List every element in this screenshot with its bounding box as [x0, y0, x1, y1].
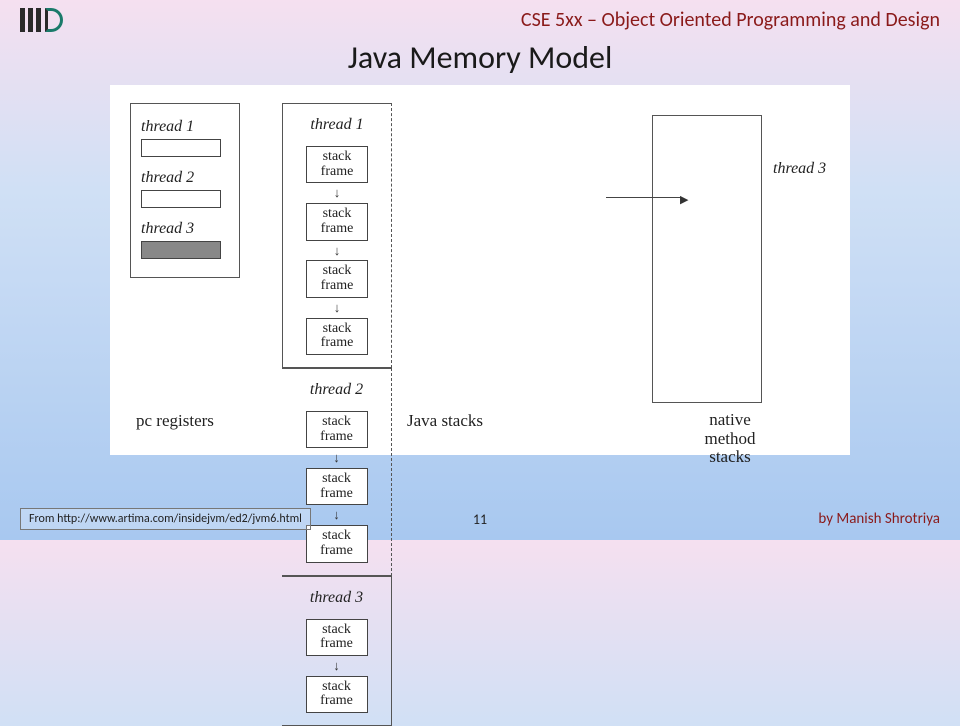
connector-arrow-icon: ▶ [680, 193, 688, 206]
diagram-container: thread 1 thread 2 thread 3 thread 1 stackfr… [110, 85, 850, 455]
connector-line [606, 197, 682, 198]
arrow-down-icon [334, 189, 341, 197]
pc-registers-section: thread 1 thread 2 thread 3 [130, 103, 260, 403]
course-title: CSE 5xx – Object Oriented Programming an… [521, 8, 940, 32]
java-stack-column: thread 1 stackframe stackframe stackframe st… [282, 103, 392, 368]
footer: From http://www.artima.com/insidejvm/ed2… [0, 508, 960, 530]
stack-frame: stackframe [306, 203, 368, 240]
stack-frame: stackframe [306, 525, 368, 562]
stack-column-head: thread 3 [310, 589, 363, 607]
pc-register-box [141, 139, 221, 157]
native-caption: nativemethodstacks [630, 411, 830, 467]
logo-d-icon [45, 8, 63, 32]
pc-register-box [141, 190, 221, 208]
stack-frame: stackframe [306, 318, 368, 355]
native-thread-label: thread 3 [773, 160, 826, 178]
pc-thread-label: thread 2 [141, 169, 194, 187]
logo [20, 8, 63, 32]
native-stack-box: thread 3 [652, 115, 762, 403]
pc-registers-box: thread 1 thread 2 thread 3 [130, 103, 240, 278]
arrow-down-icon [333, 662, 340, 670]
stack-frame: stackframe [306, 146, 368, 183]
arrow-down-icon [334, 247, 341, 255]
header: CSE 5xx – Object Oriented Programming an… [0, 0, 960, 32]
author-credit: by Manish Shrotriya [818, 510, 940, 528]
page-number: 11 [473, 511, 487, 528]
arrow-down-icon [334, 304, 341, 312]
pc-register-item: thread 2 [141, 169, 229, 208]
pc-register-item: thread 1 [141, 118, 229, 157]
memory-diagram: thread 1 thread 2 thread 3 thread 1 stackfr… [130, 103, 830, 403]
stack-frame: stackframe [306, 468, 368, 505]
diagram-captions: pc registers Java stacks nativemethodsta… [130, 411, 830, 467]
stack-column-head: thread 2 [310, 381, 363, 399]
stack-frame: stackframe [306, 411, 368, 448]
pc-thread-label: thread 3 [141, 220, 194, 238]
stack-frame: stackframe [306, 619, 368, 656]
stack-frame: stackframe [306, 676, 368, 713]
arrow-down-icon [333, 454, 340, 462]
slide-title: Java Memory Model [0, 38, 960, 77]
stack-frame: stackframe [306, 260, 368, 297]
java-stack-column: thread 3 stackframe stackframe [282, 576, 392, 726]
pc-register-item: thread 3 [141, 220, 229, 259]
pc-thread-label: thread 1 [141, 118, 194, 136]
pc-caption: pc registers [130, 411, 260, 467]
java-stacks-section: thread 1 stackframe stackframe stackframe st… [282, 103, 652, 403]
stack-column-head: thread 1 [310, 116, 363, 134]
logo-bars-icon [20, 8, 41, 32]
native-stacks-section: thread 3 [652, 103, 830, 403]
pc-register-box [141, 241, 221, 259]
source-citation: From http://www.artima.com/insidejvm/ed2… [20, 508, 311, 530]
java-stack-column: thread 2 stackframe stackframe stackframe [282, 368, 392, 576]
